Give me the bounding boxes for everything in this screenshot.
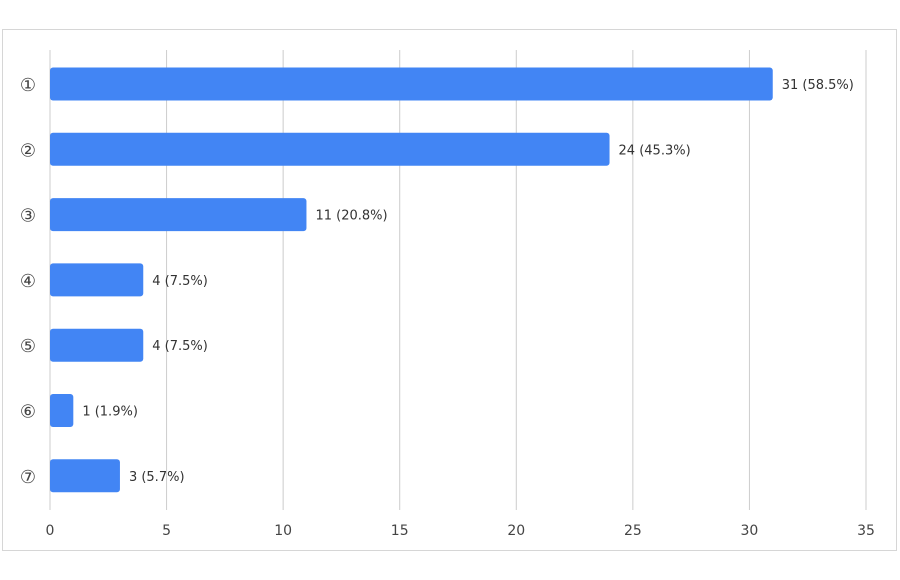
x-tick-label-15: 15	[391, 523, 409, 539]
bar-1	[50, 67, 773, 101]
category-label-2: ②	[20, 140, 36, 161]
data-labels: 31 (58.5%) 24 (45.3%) 11 (20.8%) 4 (7.5%) 4 …	[82, 78, 854, 485]
bar-5	[50, 328, 144, 362]
data-label-3: 11 (20.8%)	[315, 209, 387, 224]
x-tick-label-30: 30	[741, 523, 759, 539]
bar-4	[50, 263, 144, 297]
category-label-5: ⑤	[20, 336, 36, 357]
bar-2	[50, 132, 610, 166]
x-axis-tick-labels: 0 5 10 15 20 25 30 35	[46, 523, 875, 539]
data-label-1: 31 (58.5%)	[782, 78, 854, 93]
category-labels: ① ② ③ ④ ⑤ ⑥ ⑦	[20, 75, 36, 488]
chart-frame	[2, 29, 897, 551]
bar-7	[50, 459, 120, 493]
bar-6	[50, 394, 74, 427]
category-label-7: ⑦	[20, 467, 36, 488]
data-label-5: 4 (7.5%)	[152, 339, 208, 354]
bars	[50, 67, 773, 493]
x-tick-label-10: 10	[274, 523, 292, 539]
x-tick-label-25: 25	[624, 523, 642, 539]
gridlines	[49, 50, 867, 510]
data-label-2: 24 (45.3%)	[619, 143, 691, 158]
x-tick-label-20: 20	[507, 523, 525, 539]
x-tick-label-35: 35	[857, 523, 875, 539]
data-label-4: 4 (7.5%)	[152, 274, 208, 289]
category-label-4: ④	[20, 271, 36, 292]
category-label-6: ⑥	[20, 402, 36, 423]
data-label-7: 3 (5.7%)	[129, 470, 185, 485]
x-tick-label-5: 5	[162, 523, 171, 539]
x-tick-label-0: 0	[46, 523, 55, 539]
category-label-1: ①	[20, 75, 36, 96]
category-label-3: ③	[20, 206, 36, 227]
data-label-6: 1 (1.9%)	[82, 405, 138, 420]
bar-3	[50, 198, 307, 232]
